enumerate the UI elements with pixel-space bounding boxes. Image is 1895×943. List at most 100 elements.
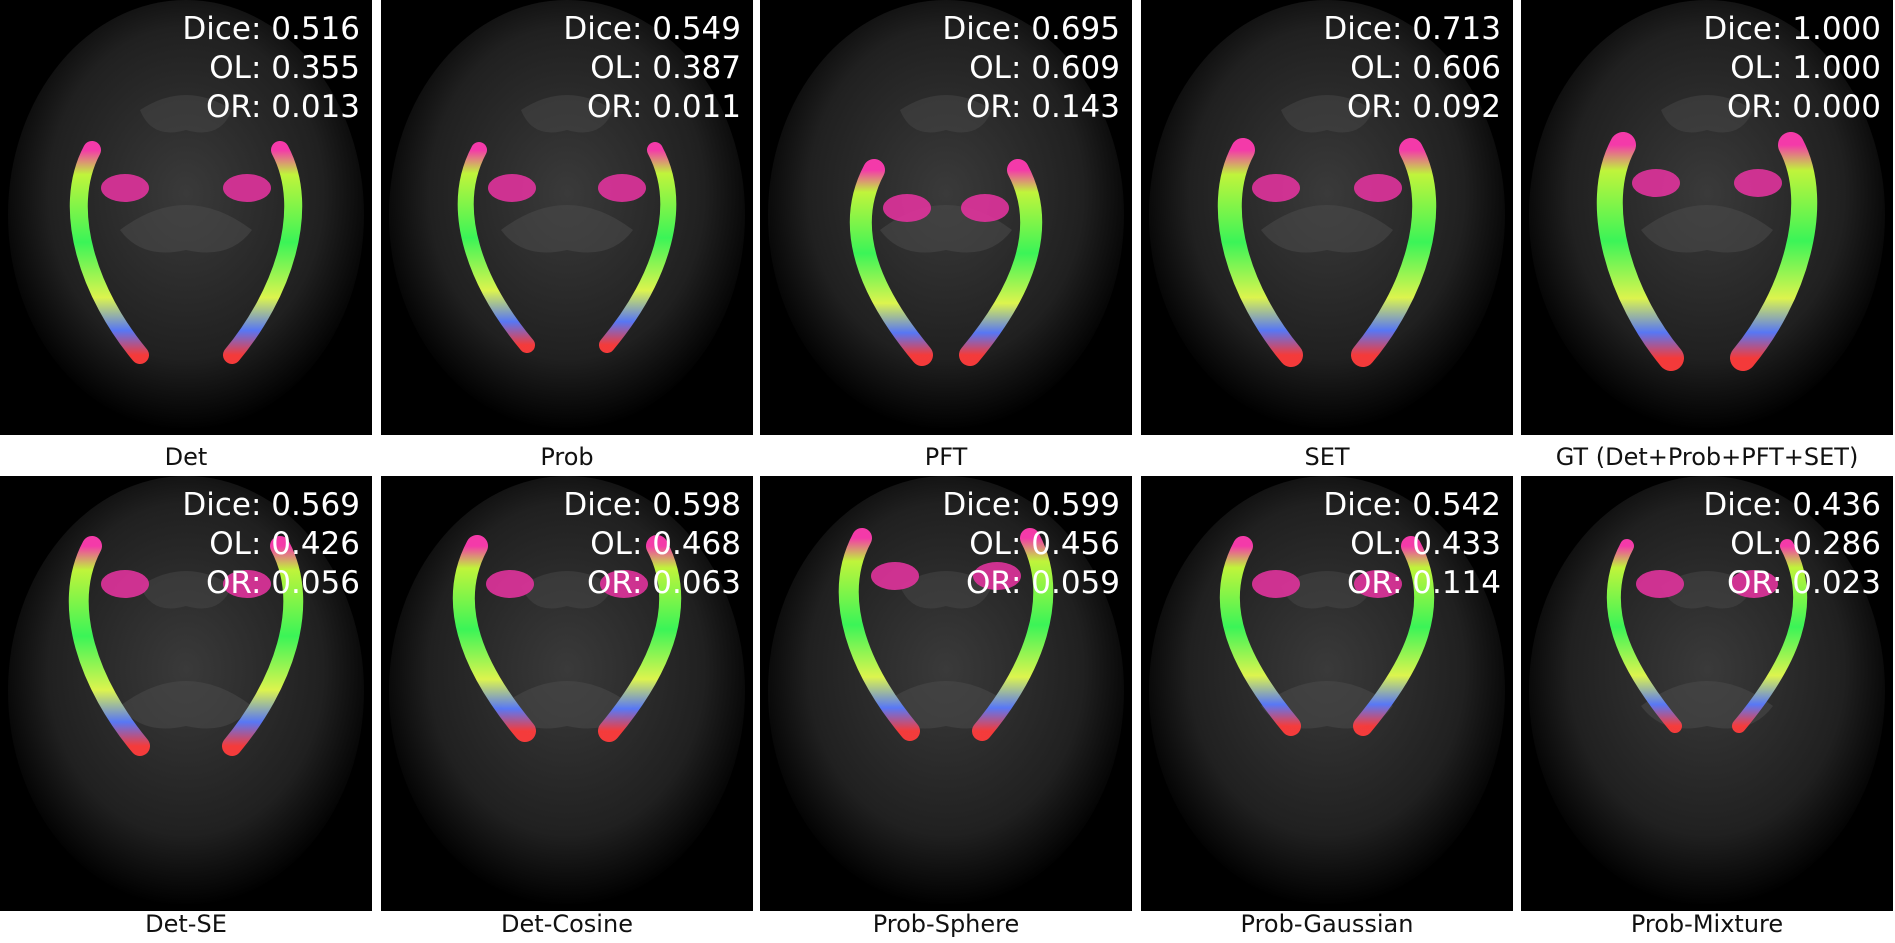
ventricle-shape <box>1261 205 1393 253</box>
right-frontal-blob <box>1354 174 1402 202</box>
right-frontal-blob <box>223 174 271 202</box>
left-fiber-bundle <box>1606 539 1682 733</box>
left-fiber-bundle <box>1219 536 1301 736</box>
cortex-shape <box>1281 571 1373 609</box>
dice-score: Dice: 0.713 <box>1323 11 1501 47</box>
metrics-box: Dice: 0.713 OL: 0.606 OR: 0.092 <box>1323 10 1501 127</box>
right-fiber-bundle <box>598 535 682 742</box>
panel-pft: Dice: 0.695 OL: 0.609 OR: 0.143 <box>760 0 1132 435</box>
dice-score: Dice: 0.599 <box>942 487 1120 523</box>
metrics-box: Dice: 0.695 OL: 0.609 OR: 0.143 <box>942 10 1120 127</box>
dice-score: Dice: 0.549 <box>563 11 741 47</box>
ol-score: OL: 1.000 <box>1730 50 1881 86</box>
cortex-shape <box>521 571 613 609</box>
or-score: OR: 0.143 <box>965 89 1120 125</box>
caption-prob-gaussian: Prob-Gaussian <box>1240 910 1414 938</box>
ventricle-shape <box>120 681 252 729</box>
brain-tractography-image <box>1529 0 1885 430</box>
left-fiber-bundle <box>849 159 933 366</box>
dice-score: Dice: 1.000 <box>1703 11 1881 47</box>
right-fiber-bundle <box>223 141 303 364</box>
or-score: OR: 0.114 <box>1346 565 1501 601</box>
metrics-box: Dice: 0.516 OL: 0.355 OR: 0.013 <box>182 10 360 127</box>
right-frontal-blob <box>1734 169 1782 197</box>
caption-det-se: Det-SE <box>145 910 227 938</box>
brain-tractography-image <box>1529 476 1885 906</box>
ol-score: OL: 0.609 <box>969 50 1120 86</box>
right-fiber-bundle <box>222 536 304 756</box>
cortex-shape <box>1661 95 1753 133</box>
or-score: OR: 0.023 <box>1726 565 1881 601</box>
panel-det-se: Dice: 0.569 OL: 0.426 OR: 0.056 <box>0 476 372 911</box>
right-fiber-bundle <box>1353 536 1435 736</box>
right-fiber-bundle <box>972 528 1054 741</box>
brain-tractography-image <box>8 476 364 906</box>
ol-score: OL: 0.606 <box>1350 50 1501 86</box>
ventricle-shape <box>880 681 1012 729</box>
left-fiber-bundle <box>1217 138 1303 367</box>
metrics-box: Dice: 0.598 OL: 0.468 OR: 0.063 <box>563 486 741 603</box>
left-frontal-blob <box>488 174 536 202</box>
ventricle-shape <box>501 681 633 729</box>
brain-tractography-image <box>1149 0 1505 430</box>
metrics-box: Dice: 0.436 OL: 0.286 OR: 0.023 <box>1703 486 1881 603</box>
or-score: OR: 0.013 <box>205 89 360 125</box>
panel-prob-mixture: Dice: 0.436 OL: 0.286 OR: 0.023 <box>1521 476 1893 911</box>
right-fiber-bundle <box>1732 539 1808 733</box>
right-fiber-bundle <box>599 142 677 353</box>
left-fiber-bundle <box>452 535 536 742</box>
brain-tractography-image <box>389 476 745 906</box>
panel-det-cosine: Dice: 0.598 OL: 0.468 OR: 0.063 <box>381 476 753 911</box>
ventricle-shape <box>501 205 633 253</box>
metrics-box: Dice: 0.569 OL: 0.426 OR: 0.056 <box>182 486 360 603</box>
left-frontal-blob <box>1252 174 1300 202</box>
or-score: OR: 0.063 <box>586 565 741 601</box>
ol-score: OL: 0.456 <box>969 526 1120 562</box>
left-fiber-bundle <box>69 141 149 364</box>
left-frontal-blob <box>871 562 919 590</box>
panel-prob-gaussian: Dice: 0.542 OL: 0.433 OR: 0.114 <box>1141 476 1513 911</box>
or-score: OR: 0.011 <box>586 89 741 125</box>
right-frontal-blob <box>961 194 1009 222</box>
caption-prob: Prob <box>540 443 594 471</box>
cortex-shape <box>521 95 613 133</box>
metrics-box: Dice: 0.549 OL: 0.387 OR: 0.011 <box>563 10 741 127</box>
right-frontal-blob <box>600 570 648 598</box>
left-fiber-bundle <box>68 536 150 756</box>
right-fiber-bundle <box>959 159 1043 366</box>
dice-score: Dice: 0.598 <box>563 487 741 523</box>
caption-det: Det <box>164 443 208 471</box>
left-frontal-blob <box>101 174 149 202</box>
or-score: OR: 0.056 <box>205 565 360 601</box>
right-fiber-bundle <box>1351 138 1437 367</box>
left-fiber-bundle <box>838 528 920 741</box>
or-score: OR: 0.092 <box>1346 89 1501 125</box>
right-frontal-blob <box>1354 570 1402 598</box>
or-score: OR: 0.000 <box>1726 89 1881 125</box>
dice-score: Dice: 0.542 <box>1323 487 1501 523</box>
left-fiber-bundle <box>457 142 535 353</box>
metrics-box: Dice: 0.542 OL: 0.433 OR: 0.114 <box>1323 486 1501 603</box>
left-fiber-bundle <box>1596 132 1684 371</box>
ventricle-shape <box>120 205 252 253</box>
left-frontal-blob <box>1252 570 1300 598</box>
ol-score: OL: 0.433 <box>1350 526 1501 562</box>
right-frontal-blob <box>223 570 271 598</box>
or-score: OR: 0.059 <box>965 565 1120 601</box>
left-frontal-blob <box>486 570 534 598</box>
ol-score: OL: 0.468 <box>590 526 741 562</box>
caption-set: SET <box>1304 443 1350 471</box>
left-frontal-blob <box>883 194 931 222</box>
cortex-shape <box>140 95 232 133</box>
cortex-shape <box>900 95 992 133</box>
panel-prob: Dice: 0.549 OL: 0.387 OR: 0.011 <box>381 0 753 435</box>
panel-gt: Dice: 1.000 OL: 1.000 OR: 0.000 <box>1521 0 1893 435</box>
brain-tractography-image <box>768 0 1124 430</box>
brain-tractography-image <box>8 0 364 430</box>
caption-det-cosine: Det-Cosine <box>501 910 633 938</box>
caption-pft: PFT <box>924 443 968 471</box>
left-frontal-blob <box>1632 169 1680 197</box>
panel-prob-sphere: Dice: 0.599 OL: 0.456 OR: 0.059 <box>760 476 1132 911</box>
caption-gt: GT (Det+Prob+PFT+SET) <box>1555 443 1859 471</box>
